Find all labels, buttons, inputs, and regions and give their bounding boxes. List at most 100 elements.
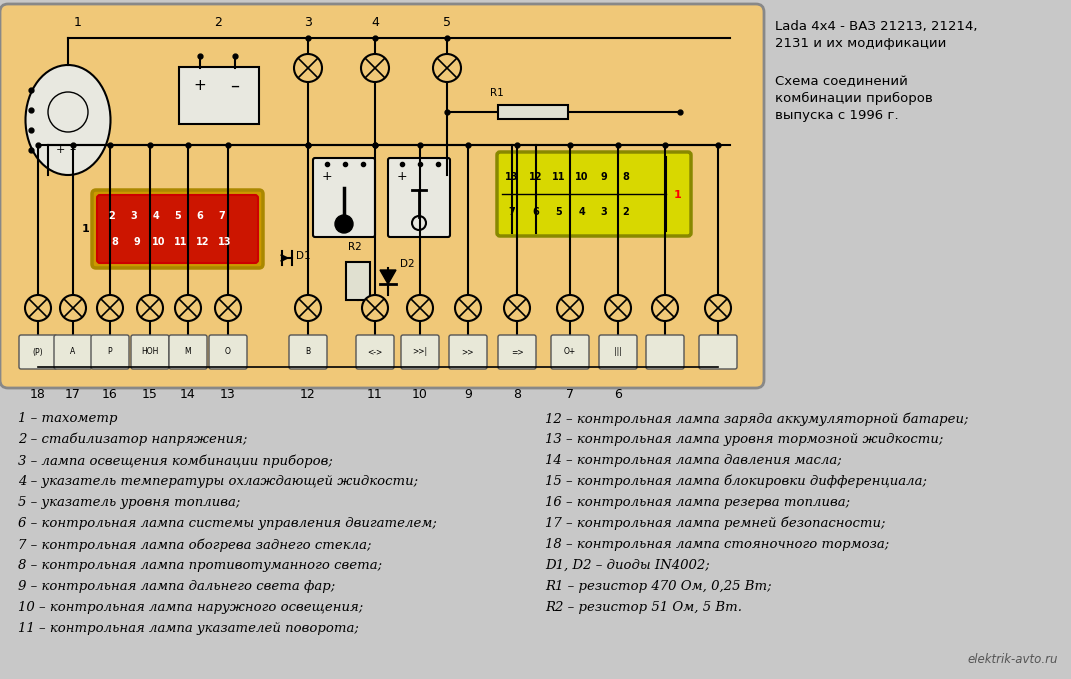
Text: 9: 9 [464, 388, 472, 401]
Text: 8: 8 [111, 237, 119, 247]
Text: 14 – контрольная лампа давления масла;: 14 – контрольная лампа давления масла; [545, 454, 842, 467]
Circle shape [362, 295, 388, 321]
Text: 4: 4 [153, 211, 160, 221]
Text: +: + [396, 170, 407, 183]
Text: >>: >> [462, 348, 474, 356]
Text: 7: 7 [218, 211, 225, 221]
Text: 2131 и их модификации: 2131 и их модификации [775, 37, 947, 50]
Circle shape [97, 295, 123, 321]
Text: 12: 12 [196, 237, 210, 247]
Bar [346, 262, 369, 300]
FancyBboxPatch shape [599, 335, 637, 369]
Bar [498, 105, 568, 119]
Text: 8: 8 [513, 388, 521, 401]
Circle shape [557, 295, 583, 321]
Text: 13: 13 [506, 172, 518, 182]
Text: |||: ||| [614, 348, 622, 356]
Circle shape [652, 295, 678, 321]
Text: 3: 3 [304, 16, 312, 29]
Text: 5 – указатель уровня топлива;: 5 – указатель уровня топлива; [18, 496, 240, 509]
Text: 18: 18 [30, 388, 46, 401]
Text: 3: 3 [131, 211, 137, 221]
Text: 5: 5 [443, 16, 451, 29]
Polygon shape [380, 270, 396, 284]
Circle shape [60, 295, 86, 321]
Text: +: + [56, 145, 64, 155]
FancyBboxPatch shape [91, 335, 129, 369]
Text: elektrik-avto.ru: elektrik-avto.ru [967, 653, 1058, 666]
Text: R1 – резистор 470 Ом, 0,25 Вт;: R1 – резистор 470 Ом, 0,25 Вт; [545, 580, 771, 593]
Text: 11: 11 [175, 237, 187, 247]
Text: 11 – контрольная лампа указателей поворота;: 11 – контрольная лампа указателей поворо… [18, 622, 359, 635]
Text: 2: 2 [622, 207, 630, 217]
Text: Схема соединений: Схема соединений [775, 75, 908, 88]
Circle shape [433, 54, 461, 82]
Text: <->: <-> [367, 348, 382, 356]
Text: 9 – контрольная лампа дальнего света фар;: 9 – контрольная лампа дальнего света фар… [18, 580, 335, 593]
Circle shape [605, 295, 631, 321]
Text: 16 – контрольная лампа резерва топлива;: 16 – контрольная лампа резерва топлива; [545, 496, 850, 509]
Text: 8: 8 [622, 172, 630, 182]
FancyBboxPatch shape [388, 158, 450, 237]
Text: A: A [71, 348, 76, 356]
FancyBboxPatch shape [54, 335, 92, 369]
Text: R2 – резистор 51 Ом, 5 Вт.: R2 – резистор 51 Ом, 5 Вт. [545, 601, 742, 614]
Text: 5: 5 [175, 211, 181, 221]
FancyBboxPatch shape [92, 190, 263, 268]
FancyBboxPatch shape [497, 152, 691, 236]
Text: 1: 1 [74, 16, 82, 29]
Text: HOH: HOH [141, 348, 159, 356]
Text: D1, D2 – диоды IN4002;: D1, D2 – диоды IN4002; [545, 559, 710, 572]
Text: 10 – контрольная лампа наружного освещения;: 10 – контрольная лампа наружного освещен… [18, 601, 363, 614]
Text: 17: 17 [65, 388, 81, 401]
Circle shape [455, 295, 481, 321]
Text: (P): (P) [33, 348, 43, 356]
Text: 13: 13 [218, 237, 231, 247]
Text: выпуска с 1996 г.: выпуска с 1996 г. [775, 109, 899, 122]
FancyBboxPatch shape [289, 335, 327, 369]
Text: 6: 6 [614, 388, 622, 401]
Text: 5: 5 [556, 207, 562, 217]
Text: 10: 10 [412, 388, 428, 401]
Text: 11: 11 [367, 388, 382, 401]
Text: 1: 1 [674, 190, 682, 200]
Circle shape [295, 295, 321, 321]
Text: 1: 1 [82, 224, 90, 234]
Text: 17 – контрольная лампа ремней безопасности;: 17 – контрольная лампа ремней безопаснос… [545, 517, 886, 530]
FancyBboxPatch shape [498, 335, 536, 369]
FancyBboxPatch shape [449, 335, 487, 369]
Text: B: B [305, 348, 311, 356]
Text: 4: 4 [371, 16, 379, 29]
Circle shape [175, 295, 201, 321]
FancyBboxPatch shape [550, 335, 589, 369]
Text: 13: 13 [221, 388, 236, 401]
Circle shape [407, 295, 433, 321]
FancyBboxPatch shape [169, 335, 207, 369]
Text: 7 – контрольная лампа обогрева заднего стекла;: 7 – контрольная лампа обогрева заднего с… [18, 538, 372, 551]
Circle shape [25, 295, 51, 321]
Text: >>|: >>| [412, 348, 427, 356]
Text: 12: 12 [300, 388, 316, 401]
FancyBboxPatch shape [19, 335, 57, 369]
Circle shape [137, 295, 163, 321]
Circle shape [335, 215, 353, 233]
Text: 8 – контрольная лампа противотуманного света;: 8 – контрольная лампа противотуманного с… [18, 559, 382, 572]
Text: M: M [184, 348, 192, 356]
Text: 6 – контрольная лампа системы управления двигателем;: 6 – контрольная лампа системы управления… [18, 517, 437, 530]
Text: –: – [70, 143, 76, 156]
Text: +: + [321, 170, 332, 183]
Text: 15 – контрольная лампа блокировки дифференциала;: 15 – контрольная лампа блокировки диффер… [545, 475, 927, 488]
Text: D1: D1 [296, 251, 311, 261]
Text: 3: 3 [601, 207, 607, 217]
Text: 4: 4 [578, 207, 586, 217]
Text: 2: 2 [108, 211, 116, 221]
Text: D2: D2 [399, 259, 414, 269]
FancyBboxPatch shape [401, 335, 439, 369]
FancyBboxPatch shape [646, 335, 684, 369]
FancyBboxPatch shape [131, 335, 169, 369]
Text: 9: 9 [134, 237, 140, 247]
FancyBboxPatch shape [313, 158, 375, 237]
Text: 4 – указатель температуры охлаждающей жидкости;: 4 – указатель температуры охлаждающей жи… [18, 475, 418, 488]
Text: 14: 14 [180, 388, 196, 401]
Text: комбинации приборов: комбинации приборов [775, 92, 933, 105]
